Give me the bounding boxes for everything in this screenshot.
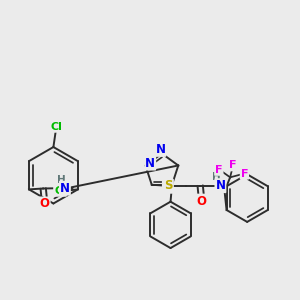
Text: F: F: [241, 169, 248, 179]
Text: N: N: [145, 157, 155, 169]
Text: O: O: [197, 195, 207, 208]
Text: H: H: [57, 175, 65, 185]
Text: Cl: Cl: [54, 186, 66, 196]
Text: N: N: [60, 182, 70, 195]
Text: O: O: [40, 197, 50, 210]
Text: S: S: [164, 179, 172, 192]
Text: N: N: [155, 143, 165, 156]
Text: F: F: [215, 165, 223, 175]
Text: H: H: [212, 172, 221, 182]
Text: Cl: Cl: [50, 122, 62, 132]
Text: N: N: [163, 180, 173, 193]
Text: F: F: [230, 160, 237, 170]
Text: N: N: [215, 179, 225, 192]
